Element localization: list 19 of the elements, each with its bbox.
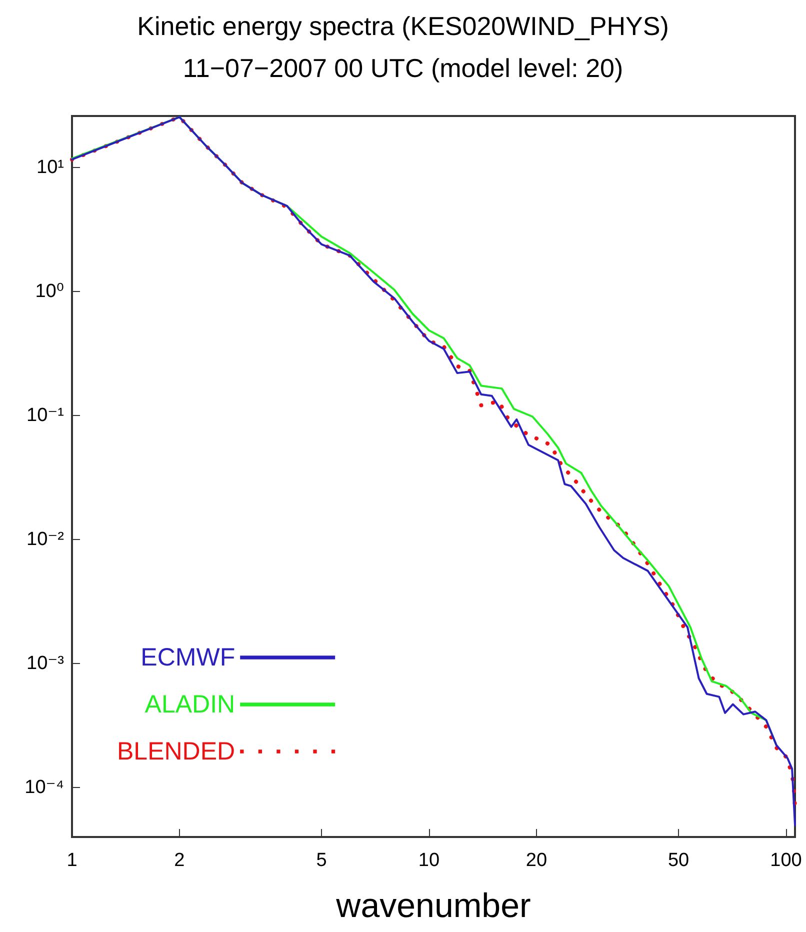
x-tick-label: 100 [770, 850, 802, 871]
chart-title: Kinetic energy spectra (KES020WIND_PHYS) [137, 11, 669, 41]
legend-label: BLENDED [116, 738, 236, 766]
y-tick-label: 10¹ [36, 156, 64, 178]
y-tick-label: 10⁻¹ [26, 405, 64, 426]
x-tick-label: 2 [174, 850, 185, 871]
x-tick-label: 10 [418, 850, 440, 871]
legend-label: ECMWF [140, 644, 236, 672]
chart-subtitle: 11−07−2007 00 UTC (model level: 20) [182, 53, 624, 83]
y-tick-label: 10⁻³ [26, 653, 64, 674]
x-axis-title: wavenumber [335, 887, 531, 925]
y-tick-label: 10⁻² [26, 529, 64, 550]
x-tick-label: 5 [316, 850, 327, 871]
legend-label: ALADIN [144, 690, 236, 718]
x-tick-label: 20 [526, 850, 548, 871]
x-tick-label: 1 [66, 850, 78, 871]
y-tick-label: 10⁻⁴ [24, 777, 64, 798]
x-tick-label: 50 [668, 850, 690, 871]
y-tick-label: 10⁰ [35, 281, 64, 302]
